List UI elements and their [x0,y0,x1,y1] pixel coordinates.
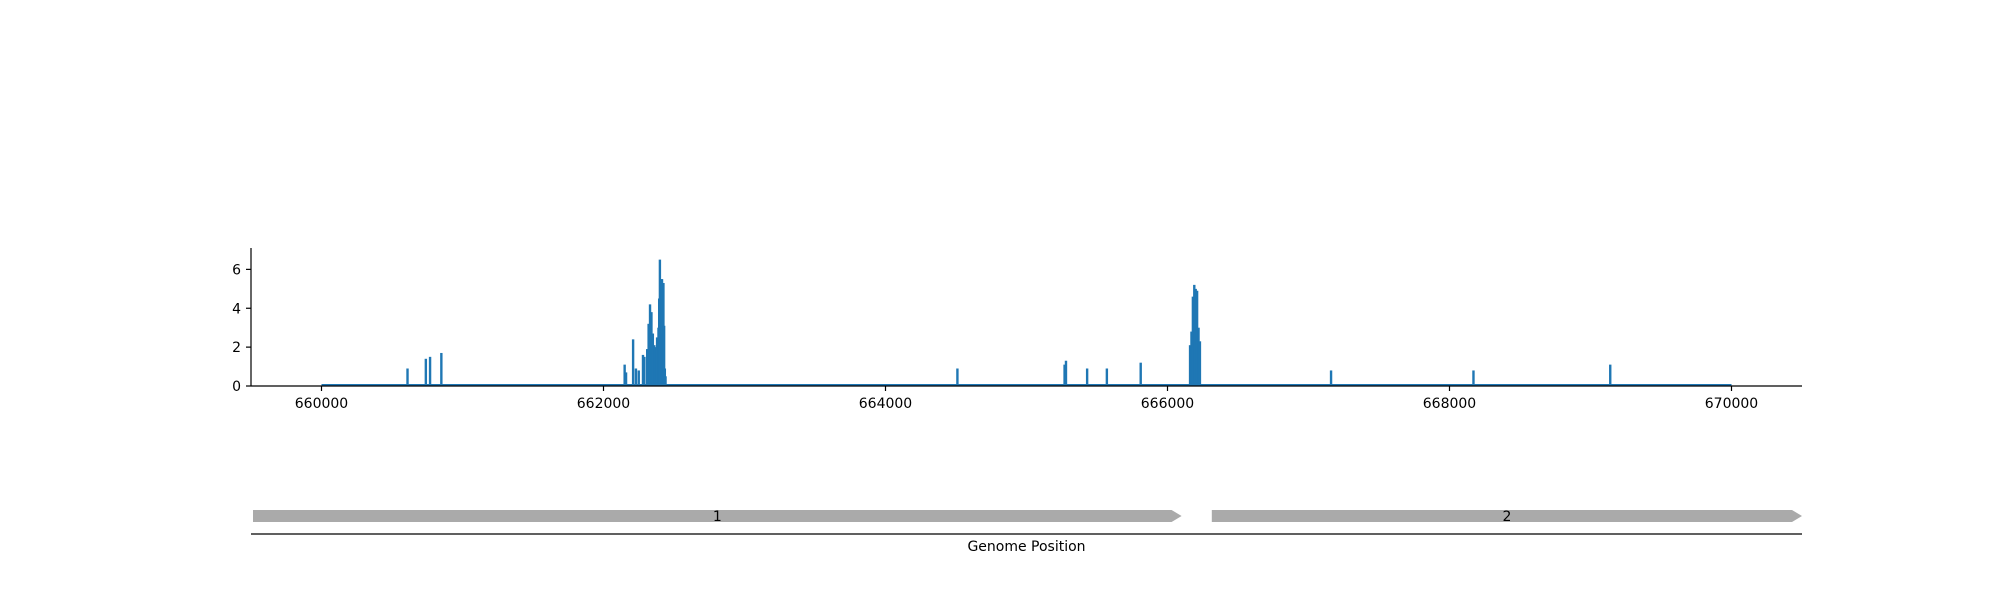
x-tick-label: 660000 [295,396,348,412]
x-tick-label: 668000 [1423,396,1476,412]
y-axis-ticks: 0 2 4 6 [232,262,251,395]
gene-arrow [1211,510,1802,522]
y-tick-label: 6 [232,262,241,278]
coverage-bars [406,259,1612,386]
gene-arrow [253,510,1182,522]
x-tick-label: 670000 [1705,396,1758,412]
x-axis-ticks: 660000 662000 664000 666000 668000 670000 [295,386,1758,412]
gene-label: 1 [713,509,722,525]
y-tick-label: 0 [232,379,241,395]
y-tick-label: 4 [232,301,241,317]
x-tick-label: 664000 [859,396,912,412]
gene-label: 2 [1502,509,1511,525]
x-tick-label: 666000 [1141,396,1194,412]
y-tick-label: 2 [232,340,241,356]
x-axis-label: Genome Position [967,539,1085,555]
coverage-plot: 660000 662000 664000 666000 668000 670000 0 2 4… [232,248,1802,412]
x-tick-label: 662000 [577,396,630,412]
